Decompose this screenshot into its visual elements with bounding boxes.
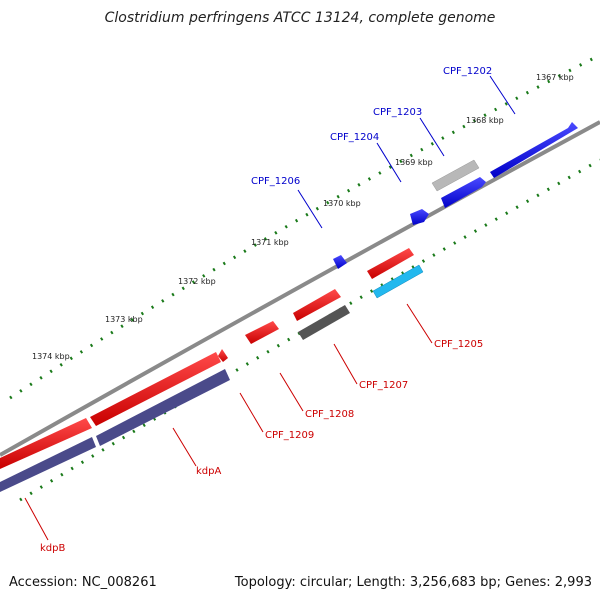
tick-label-1374: 1374 kbp (32, 352, 70, 361)
gene-cpf-1206b[interactable] (333, 255, 347, 269)
tick-label-1371: 1371 kbp (251, 238, 289, 247)
gene-cpf-1208[interactable] (245, 321, 279, 344)
gene-cpf-1209[interactable] (218, 349, 228, 362)
gene-cpf-1202[interactable] (490, 122, 578, 178)
leader-kdpa (172, 427, 197, 467)
accession-text: Accession: NC_008261 (9, 575, 157, 590)
outer-tick-track (9, 53, 600, 400)
label-cpf-1207[interactable]: CPF_1207 (359, 380, 408, 391)
label-cpf-1206[interactable]: CPF_1206 (251, 176, 300, 187)
gene-kdpb-red[interactable] (0, 418, 92, 469)
leader-cpf-1202 (489, 75, 516, 115)
label-cpf-1205[interactable]: CPF_1205 (434, 339, 483, 350)
genome-summary-text: Topology: circular; Length: 3,256,683 bp… (234, 575, 592, 590)
tick-label-1369: 1369 kbp (395, 158, 433, 167)
label-cpf-1204[interactable]: CPF_1204 (330, 132, 379, 143)
label-cpf-1209[interactable]: CPF_1209 (265, 430, 314, 441)
genome-backbone (0, 120, 600, 457)
tick-label-1370: 1370 kbp (323, 199, 361, 208)
leader-cpf-1204 (376, 142, 402, 183)
label-kdpa[interactable]: kdpA (196, 466, 221, 477)
leader-cpf-1206 (297, 189, 323, 229)
tick-label-1367: 1367 kbp (536, 73, 574, 82)
leader-cpf-1209 (239, 392, 264, 433)
gene-cpf-1207-red[interactable] (293, 289, 341, 321)
gene-cpf-1207[interactable] (298, 305, 350, 340)
gene-kdpa-red[interactable] (90, 352, 221, 426)
label-cpf-1208[interactable]: CPF_1208 (305, 409, 354, 420)
tick-label-1372: 1372 kbp (178, 277, 216, 286)
gene-cpf-1204[interactable] (441, 177, 486, 208)
gene-cpf-1203[interactable] (431, 159, 480, 192)
leader-cpf-1207 (333, 343, 358, 385)
gene-kdpa[interactable] (96, 369, 230, 446)
leader-kdpb (24, 497, 49, 541)
label-kdpb[interactable]: kdpB (40, 543, 65, 554)
tick-label-1368: 1368 kbp (466, 116, 504, 125)
gene-cpf-1205-red[interactable] (367, 248, 414, 279)
label-cpf-1202[interactable]: CPF_1202 (443, 66, 492, 77)
leader-cpf-1205 (406, 303, 433, 344)
leader-cpf-1203 (419, 117, 445, 157)
label-cpf-1203[interactable]: CPF_1203 (373, 107, 422, 118)
leader-cpf-1208 (279, 372, 304, 412)
tick-label-1373: 1373 kbp (105, 315, 143, 324)
diagram-title: Clostridium perfringens ATCC 13124, comp… (104, 10, 496, 26)
gene-kdpb[interactable] (0, 437, 96, 492)
gene-cpf-1205[interactable] (372, 264, 424, 299)
gene-cpf-1206[interactable] (410, 209, 429, 225)
